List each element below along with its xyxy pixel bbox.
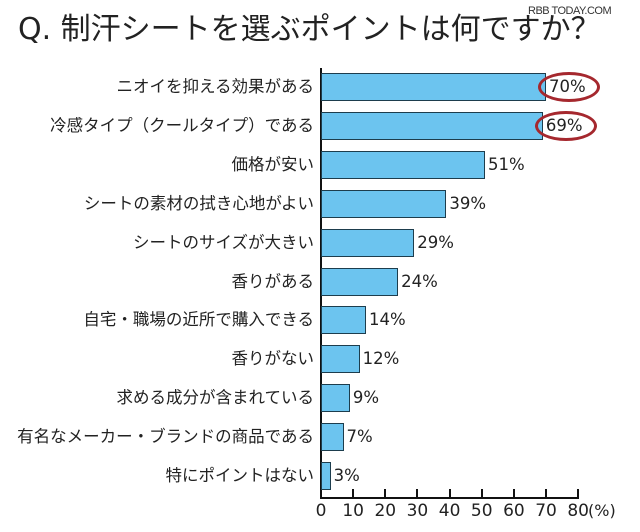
value-label: 9% xyxy=(352,388,380,408)
highlight-circle xyxy=(534,110,597,141)
bar xyxy=(321,228,415,257)
category-label: 冷感タイプ（クールタイプ）である xyxy=(50,115,314,135)
category-label: ニオイを抑える効果がある xyxy=(116,77,314,96)
value-label: 29% xyxy=(417,232,454,252)
x-tick-label: 80 xyxy=(567,501,590,521)
x-tick xyxy=(512,489,515,498)
category-label: シートの素材の拭き心地がよい xyxy=(83,193,314,213)
bar xyxy=(321,111,543,140)
x-axis-unit: (%) xyxy=(588,501,616,520)
x-axis xyxy=(320,497,579,499)
x-tick-label: 60 xyxy=(503,501,525,521)
value-label: 39% xyxy=(449,193,487,213)
bar xyxy=(321,462,331,490)
x-tick xyxy=(352,489,355,498)
bar xyxy=(321,306,366,335)
bar xyxy=(321,73,547,101)
bar xyxy=(321,150,485,179)
value-label: 24% xyxy=(401,271,438,291)
x-tick-label: 10 xyxy=(342,501,364,521)
category-label: 特にポイントはない xyxy=(165,466,315,485)
x-tick-label: 0 xyxy=(315,501,327,521)
value-label: 12% xyxy=(362,349,400,369)
x-tick xyxy=(545,489,548,498)
x-tick-label: 70 xyxy=(535,501,557,521)
chart-title: Q. 制汗シートを選ぶポイントは何ですか？ xyxy=(18,12,601,47)
x-tick-label: 50 xyxy=(470,501,493,521)
x-tick xyxy=(448,489,451,498)
category-label: 求める成分が含まれている xyxy=(116,388,314,408)
value-label: 3% xyxy=(333,466,360,485)
category-label: 香りがある xyxy=(231,271,315,291)
category-label: 自宅・職場の近所で購入できる xyxy=(83,310,314,330)
bar xyxy=(321,189,447,218)
highlight-circle xyxy=(538,72,601,102)
x-tick xyxy=(577,489,580,498)
value-label: 14% xyxy=(369,310,406,330)
bar xyxy=(321,267,399,296)
x-tick xyxy=(480,489,483,498)
watermark: RBB TODAY.COM xyxy=(528,5,612,17)
bar xyxy=(321,345,360,374)
category-label: シートのサイズが大きい xyxy=(132,232,314,252)
category-label: 香りがない xyxy=(231,349,315,369)
x-tick xyxy=(416,489,419,498)
category-label: 有名なメーカー・ブランドの商品である xyxy=(17,427,314,447)
bar xyxy=(321,384,350,413)
category-label: 価格が安い xyxy=(231,154,315,174)
bar xyxy=(321,423,344,452)
x-tick-label: 40 xyxy=(438,501,461,521)
x-tick-label: 20 xyxy=(374,501,397,521)
value-label: 51% xyxy=(487,154,525,174)
x-tick xyxy=(384,489,387,498)
x-tick-label: 30 xyxy=(406,501,429,521)
value-label: 7% xyxy=(346,427,373,447)
